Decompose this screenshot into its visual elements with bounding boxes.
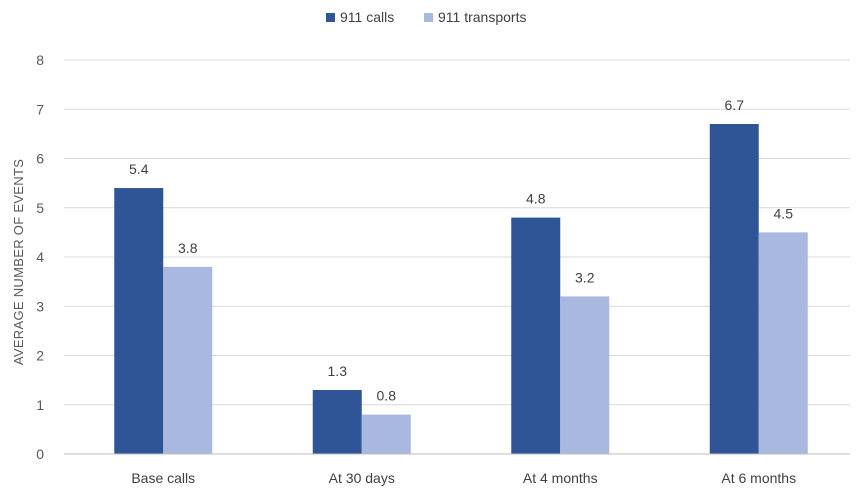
y-tick-label-2: 2: [36, 348, 44, 364]
bar-transports-1: [361, 414, 411, 454]
bar-calls-0: [114, 188, 164, 455]
data-label-calls-0: 5.4: [129, 161, 149, 177]
bar-transports-2: [560, 296, 610, 454]
y-tick-label-4: 4: [36, 249, 44, 265]
data-label-transports-2: 3.2: [575, 269, 595, 285]
data-label-transports-0: 3.8: [178, 240, 198, 256]
legend-swatch-1: [424, 13, 433, 22]
data-label-calls-1: 1.3: [328, 363, 348, 379]
y-tick-label-3: 3: [36, 298, 44, 314]
data-label-calls-3: 6.7: [725, 97, 745, 113]
bar-calls-2: [511, 217, 561, 454]
axes: 0 1 2 3 4 5 6 7 8 Base calls At 30 days At 4 months…: [36, 52, 850, 486]
x-category-label-2: At 4 months: [523, 470, 598, 486]
x-category-label-3: At 6 months: [721, 470, 796, 486]
bars: [114, 124, 808, 455]
data-label-calls-2: 4.8: [526, 191, 546, 207]
data-labels: 5.4 3.8 1.3 0.8 4.8 3.2 6.7 4.5: [129, 97, 793, 404]
legend-swatch-0: [326, 13, 335, 22]
bar-calls-3: [709, 124, 759, 455]
y-tick-label-7: 7: [36, 101, 44, 117]
y-tick-label-5: 5: [36, 200, 44, 216]
data-label-transports-1: 0.8: [377, 388, 397, 404]
legend-label-0: 911 calls: [340, 9, 394, 25]
bar-transports-3: [758, 232, 808, 454]
y-tick-label-6: 6: [36, 151, 44, 167]
y-axis-title: AVERAGE NUMBER OF EVENTS: [11, 159, 26, 365]
x-category-label-1: At 30 days: [329, 470, 395, 486]
bar-calls-1: [312, 389, 362, 454]
legend: 911 calls 911 transports: [326, 9, 526, 25]
x-category-label-0: Base calls: [131, 470, 195, 486]
legend-label-1: 911 transports: [438, 9, 526, 25]
data-label-transports-3: 4.5: [774, 205, 794, 221]
y-tick-label-8: 8: [36, 52, 44, 68]
y-tick-label-1: 1: [36, 397, 44, 413]
bar-transports-0: [163, 266, 213, 454]
y-tick-label-0: 0: [36, 446, 44, 462]
